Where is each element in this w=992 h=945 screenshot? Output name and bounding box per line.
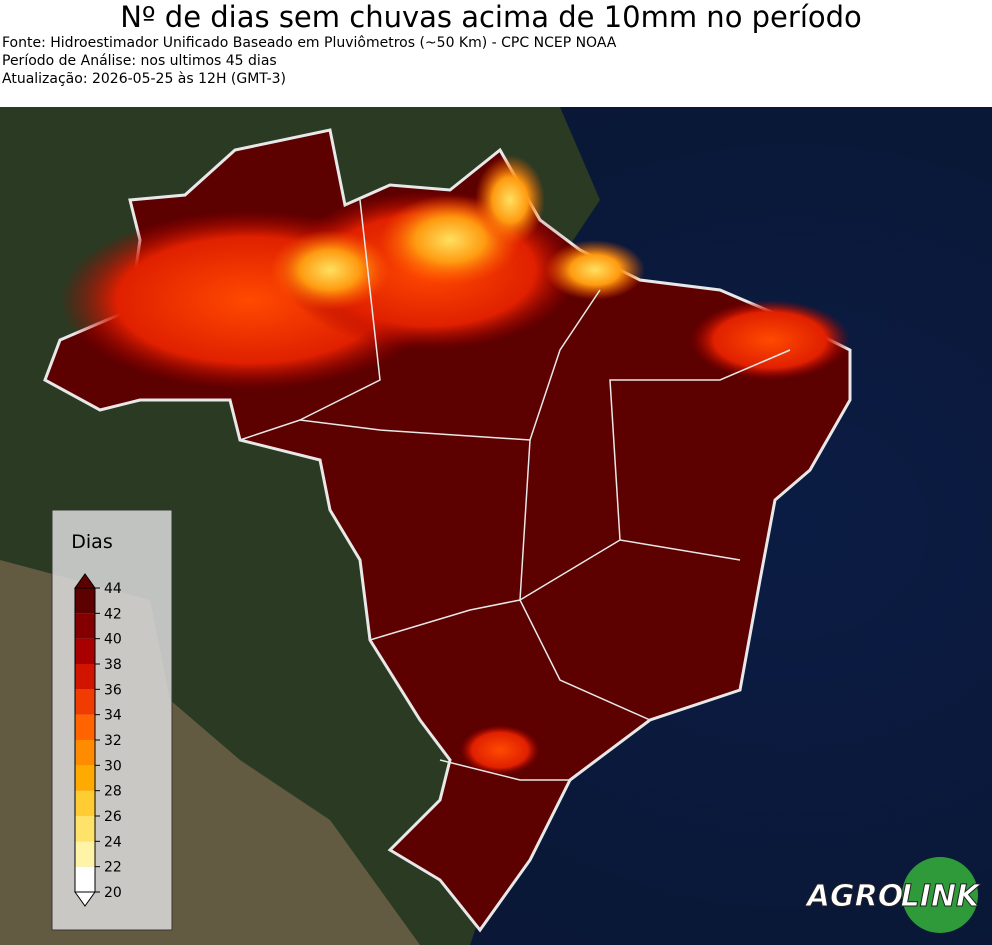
period: Período de Análise: nos ultimos 45 dias [2,53,277,69]
color-band [75,714,95,740]
color-band [75,689,95,715]
hot-area [545,240,645,300]
hot-area [690,300,850,380]
source: Fonte: Hidroestimador Unificado Baseado … [2,35,617,51]
color-band [75,638,95,664]
logo-circle [902,857,978,933]
colorbar: Dias 20 22 24 26 28 30 32 34 36 38 40 42 44 [51,509,173,931]
color-band [75,841,95,867]
logo-text: LINK [901,879,982,914]
tick-label: 26 [104,809,122,825]
hot-area [460,725,540,775]
map: Dias 20 22 24 26 28 30 32 34 36 38 40 42 44 AGRO LIN… [0,107,992,945]
state-borders [239,199,791,781]
tick-label: 24 [104,834,122,850]
color-band [75,740,95,766]
logo-text: AGRO [805,879,903,914]
tick-label: 38 [104,657,122,673]
color-band [75,866,95,892]
tick-label: 36 [104,682,122,698]
tick-label: 42 [104,606,122,622]
title: Nº de dias sem chuvas acima de 10mm no p… [120,0,862,34]
tick-label: 34 [104,708,122,724]
color-band [75,816,95,842]
update: Atualização: 2026-05-25 às 12H (GMT-3) [2,71,286,87]
color-band [75,613,95,639]
tick-label: 28 [104,784,122,800]
color-band [75,664,95,690]
hot-area [475,155,545,245]
logo: AGRO LINK [804,857,983,933]
color-band [75,765,95,791]
hot-area [270,230,390,310]
colorbar-title: Dias [71,531,112,553]
color-band [75,790,95,816]
tick-label: 20 [104,885,122,901]
tick-label: 30 [104,758,122,774]
tick-label: 40 [104,632,122,648]
color-band [75,588,95,614]
tick-label: 32 [104,733,122,749]
tick-label: 22 [104,860,122,876]
tick-label: 44 [104,581,122,597]
header: Nº de dias sem chuvas acima de 10mm no p… [0,0,992,88]
colorbar-box [51,509,173,931]
